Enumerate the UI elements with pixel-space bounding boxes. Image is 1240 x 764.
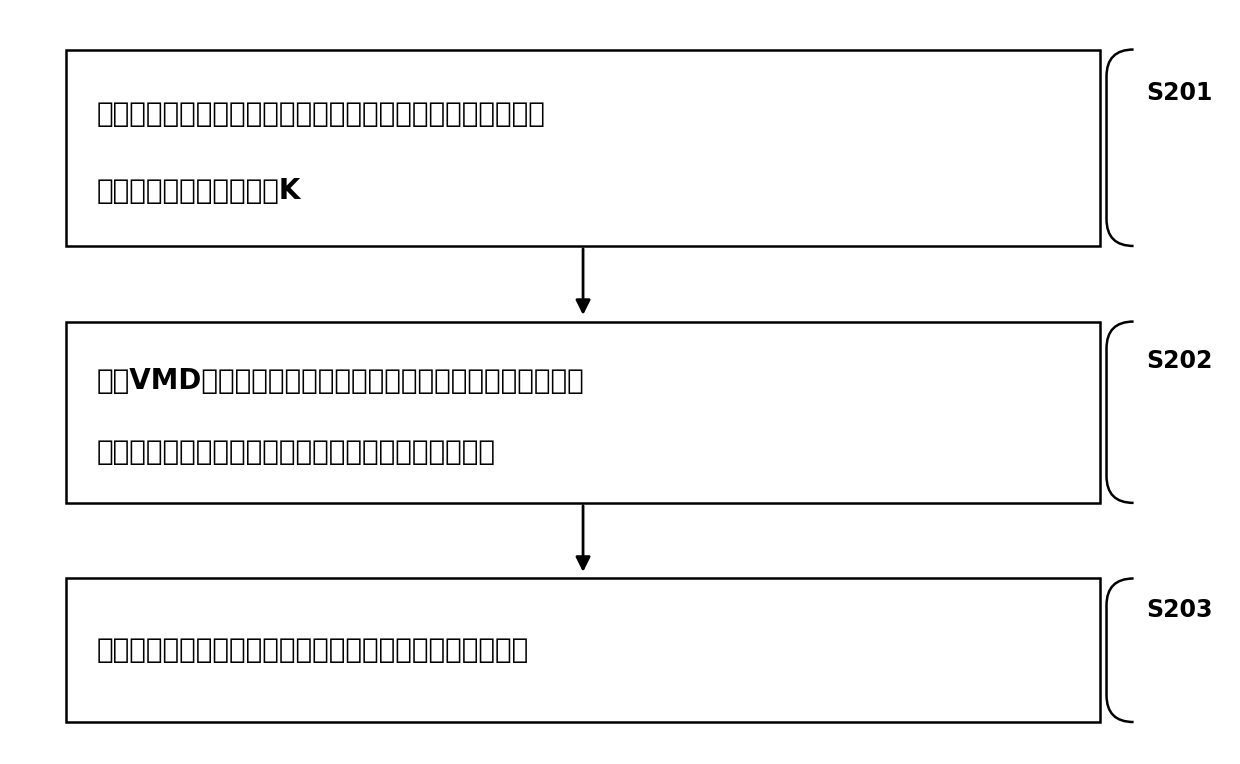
Text: S203: S203 <box>1146 598 1213 622</box>
Text: 并采用希尔伯特变换提取各模态幅值、频率等特征信息: 并采用希尔伯特变换提取各模态幅值、频率等特征信息 <box>97 438 496 466</box>
Text: 通过奇异值分解原理实现对扰动信号的起止时刻的有效定位: 通过奇异值分解原理实现对扰动信号的起止时刻的有效定位 <box>97 636 528 664</box>
Text: S202: S202 <box>1146 349 1213 374</box>
Text: 傅里叶变换确定预设尺度K: 傅里叶变换确定预设尺度K <box>97 177 301 205</box>
Bar <box>66 322 1100 503</box>
Bar <box>66 578 1100 722</box>
Text: S201: S201 <box>1146 81 1213 105</box>
Text: 通过VMD准确地求出电能质量扰动信号的各个本征模态函数，: 通过VMD准确地求出电能质量扰动信号的各个本征模态函数， <box>97 367 584 396</box>
Bar <box>66 50 1100 246</box>
Text: 采用改进小波阈值函数滤除电能质量扰动信号的噪声，并通过: 采用改进小波阈值函数滤除电能质量扰动信号的噪声，并通过 <box>97 100 546 128</box>
